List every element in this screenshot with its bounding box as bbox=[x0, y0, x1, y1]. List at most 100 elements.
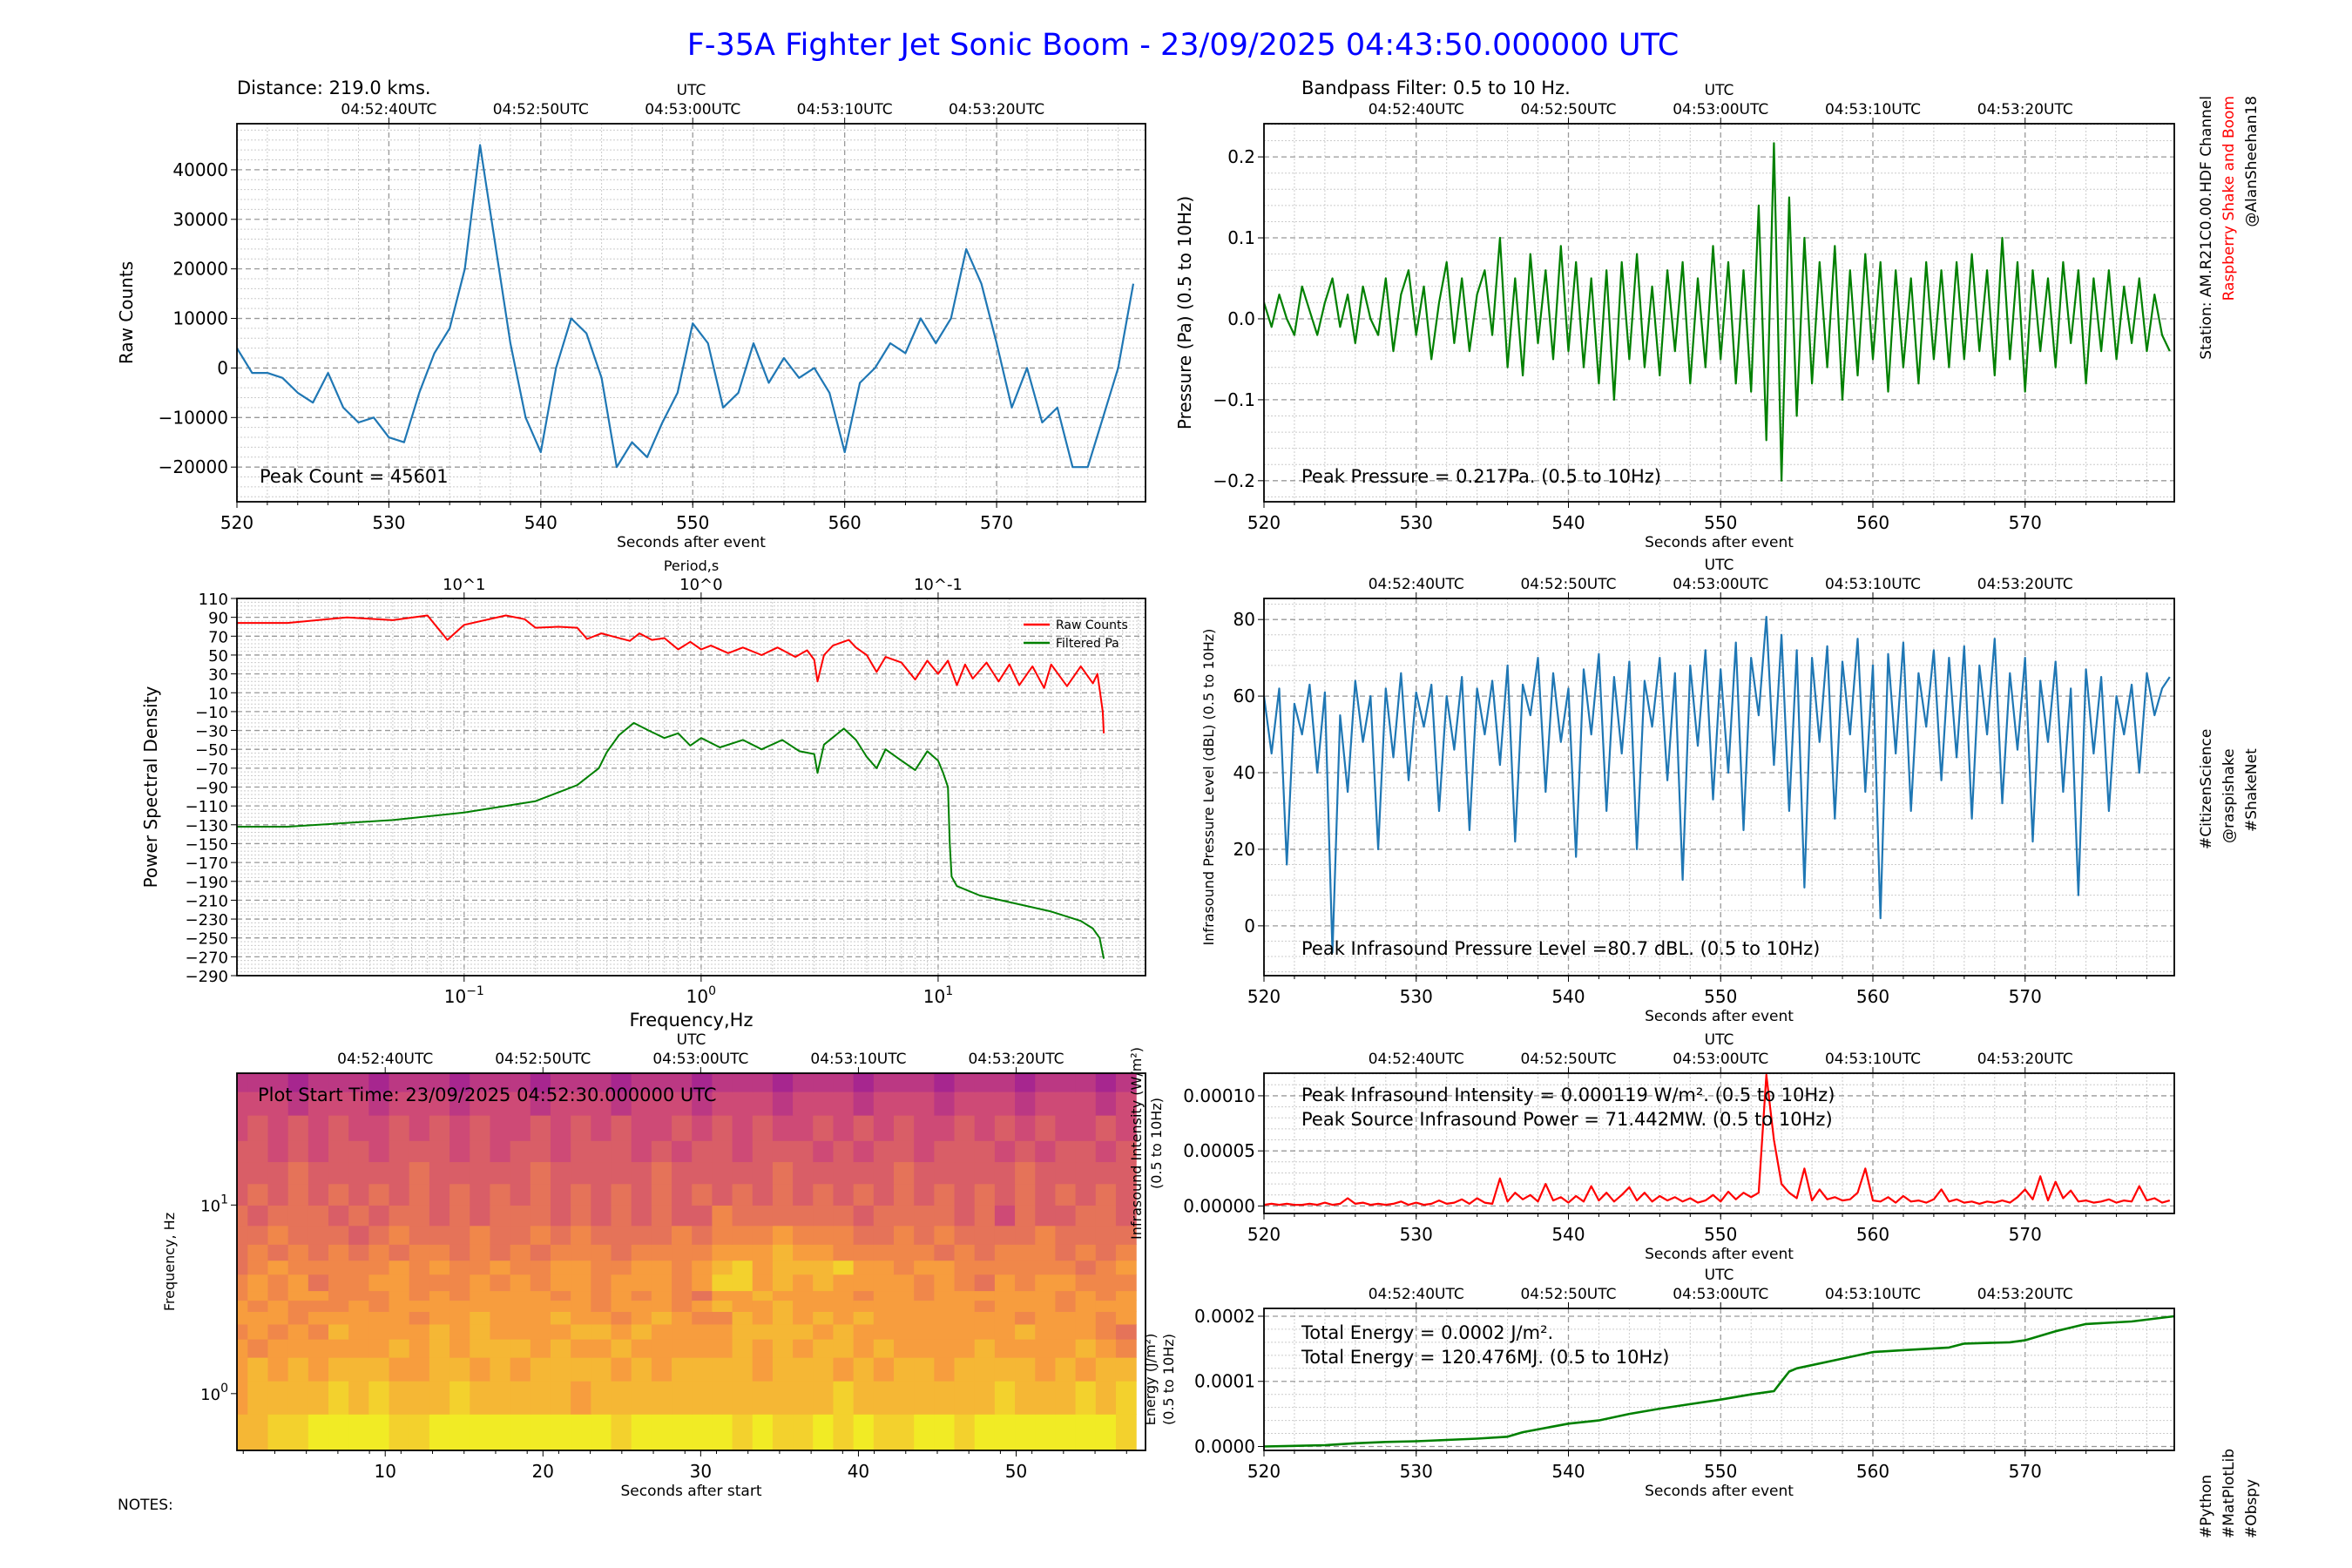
spectrogram-cell bbox=[490, 1140, 511, 1163]
spectrogram-cell bbox=[328, 1300, 349, 1312]
spectrogram-cell bbox=[772, 1311, 794, 1325]
spectrogram-cell bbox=[389, 1300, 410, 1312]
spectrogram-cell bbox=[651, 1311, 672, 1325]
x-tick-label: 540 bbox=[1551, 512, 1585, 533]
y-tick-label: −190 bbox=[186, 874, 228, 892]
spectrogram-cell bbox=[793, 1381, 814, 1415]
tag-obspy: #Obspy bbox=[2243, 1479, 2261, 1538]
spectrogram-cell bbox=[651, 1290, 672, 1301]
spectrogram-cell bbox=[409, 1414, 430, 1450]
spectrogram-cell bbox=[611, 1161, 632, 1185]
spectrogram-cell bbox=[1115, 1073, 1137, 1092]
y-tick-label: −10000 bbox=[159, 407, 228, 428]
spectrogram-cell bbox=[994, 1339, 1016, 1358]
y-tick-label: 30 bbox=[208, 666, 228, 685]
spectrogram-cell bbox=[914, 1260, 935, 1275]
spectrogram-cell bbox=[894, 1381, 915, 1415]
spectrogram-cell bbox=[651, 1300, 672, 1312]
spectrogram-cell bbox=[1035, 1225, 1057, 1245]
spectrogram-cell bbox=[571, 1225, 591, 1245]
spectrogram-cell bbox=[1075, 1357, 1097, 1382]
spectrogram-cell bbox=[550, 1414, 571, 1450]
spectrogram-cell bbox=[449, 1244, 470, 1261]
spectrogram-cell bbox=[328, 1115, 349, 1141]
spectrogram-cell bbox=[1115, 1161, 1137, 1185]
spectrogram-cell bbox=[308, 1357, 329, 1382]
spectrogram-cell bbox=[651, 1115, 672, 1141]
spectrogram-cell bbox=[571, 1414, 591, 1450]
spectrogram-cell bbox=[348, 1300, 369, 1312]
tag-raspishake: @raspishake bbox=[2220, 748, 2238, 843]
spectrogram-cell bbox=[368, 1300, 390, 1312]
spectrogram-cell bbox=[287, 1260, 309, 1275]
x-axis-label: Seconds after event bbox=[1645, 1483, 1794, 1500]
spectrogram-cell bbox=[1075, 1323, 1097, 1340]
spectrogram-cell bbox=[429, 1357, 450, 1382]
spectrogram-cell bbox=[308, 1183, 329, 1206]
annotation: Plot Start Time: 23/09/2025 04:52:30.000… bbox=[258, 1085, 717, 1105]
axes-frame bbox=[1263, 123, 2175, 503]
spectrogram-cell bbox=[1095, 1140, 1117, 1163]
spectrogram-cell bbox=[631, 1183, 652, 1206]
spectrogram-cell bbox=[348, 1260, 369, 1275]
utc-tick-label: 04:53:20UTC bbox=[1977, 1286, 2073, 1303]
spectrogram-cell bbox=[692, 1205, 713, 1227]
y-tick-label: 0.0000 bbox=[1194, 1436, 1255, 1457]
x-axis-label: Seconds after event bbox=[1645, 534, 1794, 551]
spectrogram-cell bbox=[611, 1339, 632, 1358]
spectrogram-cell bbox=[692, 1140, 713, 1163]
spectrogram-cell bbox=[490, 1381, 511, 1415]
spectrogram-cell bbox=[247, 1290, 269, 1301]
spectrogram-cell bbox=[752, 1357, 774, 1382]
spectrogram-cell bbox=[752, 1300, 774, 1312]
spectrogram-cell bbox=[368, 1091, 390, 1116]
spectrogram-cell bbox=[672, 1290, 693, 1301]
spectrogram-cell bbox=[530, 1161, 551, 1185]
spectrogram-cell bbox=[994, 1225, 1016, 1245]
spectrogram-cell bbox=[813, 1115, 835, 1141]
y-tick-label: −170 bbox=[186, 855, 228, 873]
spectrogram-cell bbox=[752, 1381, 774, 1415]
spectrogram-cell bbox=[672, 1311, 693, 1325]
spectrogram-cell bbox=[651, 1183, 672, 1206]
spectrogram-cell bbox=[1035, 1073, 1057, 1092]
spectrogram-cell bbox=[1015, 1115, 1036, 1141]
spectrogram-cell bbox=[853, 1260, 875, 1275]
spectrogram-cell bbox=[833, 1091, 855, 1116]
spectrogram-cell bbox=[470, 1381, 491, 1415]
spectrogram-cell bbox=[853, 1300, 875, 1312]
x-tick-label: 520 bbox=[220, 512, 253, 533]
spectrogram-cell bbox=[1095, 1161, 1117, 1185]
spectrogram-cell bbox=[530, 1115, 551, 1141]
y-tick-label: 80 bbox=[1233, 609, 1255, 630]
spectrogram-cell bbox=[1095, 1073, 1117, 1092]
spectrogram-cell bbox=[1015, 1244, 1036, 1261]
utc-tick-label: 04:52:40UTC bbox=[1369, 101, 1464, 118]
spectrogram-cell bbox=[873, 1161, 895, 1185]
spectrogram-cell bbox=[813, 1225, 835, 1245]
spectrogram-cell bbox=[328, 1161, 349, 1185]
spectrogram-cell bbox=[348, 1311, 369, 1325]
spectrogram-cell bbox=[732, 1091, 754, 1116]
spectrogram-cell bbox=[591, 1115, 612, 1141]
spectrogram-cell bbox=[287, 1357, 309, 1382]
spectrogram-cell bbox=[470, 1140, 491, 1163]
spectrogram-cell bbox=[914, 1205, 935, 1227]
spectrogram-cell bbox=[873, 1091, 895, 1116]
utc-tick-label: 04:53:20UTC bbox=[1977, 101, 2073, 118]
spectrogram-cell bbox=[994, 1260, 1016, 1275]
spectrogram-cell bbox=[712, 1091, 733, 1116]
panel-energy: 520 530 540 550 560 570 0.0000 0.0001 0.0002 Seco… bbox=[1142, 1267, 2175, 1500]
annotation: Peak Infrasound Pressure Level =80.7 dBL… bbox=[1301, 938, 1820, 959]
axes-frame bbox=[236, 1072, 1146, 1451]
spectrogram-cell bbox=[490, 1311, 511, 1325]
spectrogram-cell bbox=[449, 1381, 470, 1415]
spectrogram-cell bbox=[328, 1225, 349, 1245]
spectrogram-cell bbox=[833, 1414, 855, 1450]
spectrogram-cell bbox=[934, 1183, 956, 1206]
spectrogram-cell bbox=[1095, 1300, 1117, 1312]
spectrogram-cell bbox=[1095, 1290, 1117, 1301]
utc-tick-label: 04:53:00UTC bbox=[1673, 1051, 1768, 1068]
spectrogram-cell bbox=[510, 1357, 531, 1382]
spectrogram-cell bbox=[490, 1091, 511, 1116]
